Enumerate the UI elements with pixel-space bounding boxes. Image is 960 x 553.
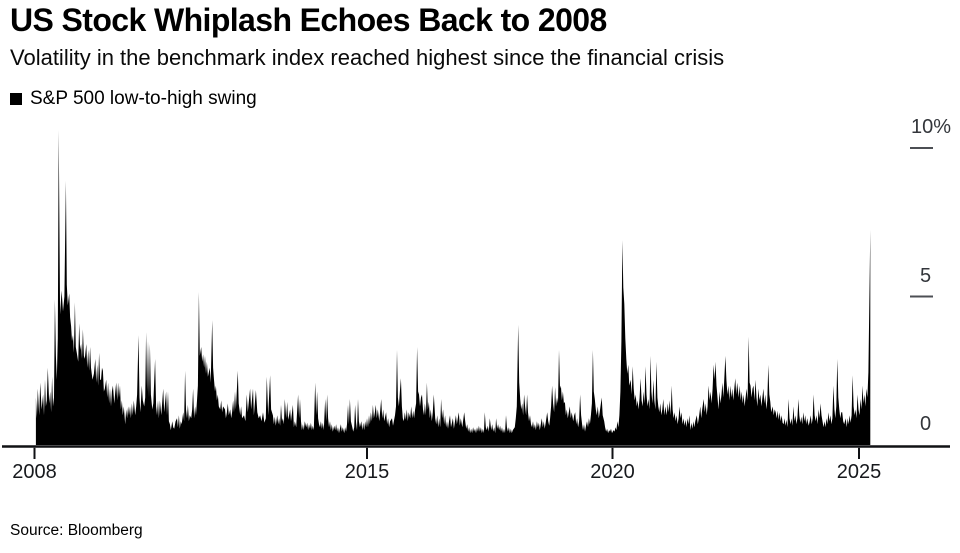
y-axis-label-0: 0 [920, 413, 932, 435]
x-axis-label-2015: 2015 [344, 461, 390, 483]
x-tick-marks [33, 447, 860, 459]
y-tick-dashes [910, 147, 933, 298]
page-title: US Stock Whiplash Echoes Back to 2008 [10, 2, 607, 38]
legend: S&P 500 low-to-high swing [10, 88, 257, 110]
x-axis-label-2020: 2020 [590, 461, 635, 483]
legend-label: S&P 500 low-to-high swing [30, 88, 257, 109]
chart-subtitle: Volatility in the benchmark index reache… [10, 45, 725, 70]
source-text: Source: Bloomberg [10, 522, 143, 539]
x-axis-label-2008: 2008 [12, 461, 57, 483]
y-axis-label-5: 5 [920, 264, 932, 287]
legend-swatch-icon [10, 93, 22, 105]
y-axis-label-10: 10% [911, 116, 952, 138]
x-axis-label-2025: 2025 [836, 461, 882, 483]
volatility-area-series [35, 130, 871, 445]
